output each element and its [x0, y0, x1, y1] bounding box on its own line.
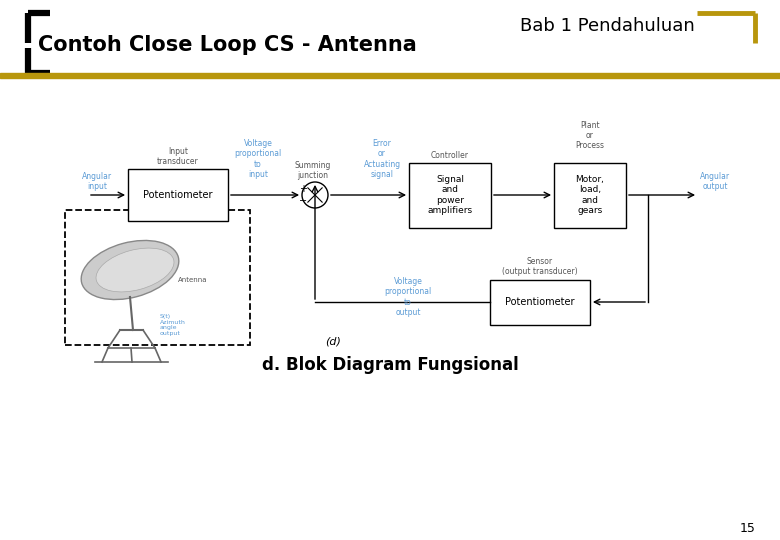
Text: Error
or
Actuating
signal: Error or Actuating signal: [363, 139, 401, 179]
Bar: [554, 163, 626, 227]
Text: 15: 15: [740, 522, 756, 535]
Text: Sensor
(output transducer): Sensor (output transducer): [502, 257, 578, 276]
Text: Bab 1 Pendahuluan: Bab 1 Pendahuluan: [520, 17, 695, 35]
Text: −: −: [299, 196, 307, 206]
Text: Contoh Close Loop CS - Antenna: Contoh Close Loop CS - Antenna: [38, 35, 417, 55]
Text: +: +: [299, 184, 307, 194]
Text: Angular
input: Angular input: [82, 172, 112, 191]
Bar: [65, 210, 250, 345]
Text: (d): (d): [325, 337, 341, 347]
Text: Angular
output: Angular output: [700, 172, 730, 191]
Text: Voltage
proportional
to
output: Voltage proportional to output: [385, 277, 431, 317]
Bar: [409, 163, 491, 227]
Text: Controller: Controller: [431, 151, 469, 159]
Circle shape: [302, 182, 328, 208]
Text: Summing
junction: Summing junction: [295, 160, 331, 180]
Text: S(t)
Azimuth
angle
output: S(t) Azimuth angle output: [160, 314, 186, 336]
Text: d. Blok Diagram Fungsional: d. Blok Diagram Fungsional: [261, 356, 519, 374]
Text: Input
transducer: Input transducer: [157, 146, 199, 166]
Text: Signal
and
power
amplifiers: Signal and power amplifiers: [427, 175, 473, 215]
Text: Plant
or
Process: Plant or Process: [576, 121, 604, 151]
Text: Motor,
load,
and
gears: Motor, load, and gears: [576, 175, 604, 215]
Bar: [0, 73, 780, 78]
Bar: [490, 280, 590, 325]
Text: Potentiometer: Potentiometer: [144, 190, 213, 200]
Ellipse shape: [96, 248, 174, 292]
Ellipse shape: [81, 240, 179, 300]
Bar: [128, 169, 228, 221]
Text: Antenna: Antenna: [178, 277, 207, 283]
Text: Voltage
proportional
to
input: Voltage proportional to input: [234, 139, 282, 179]
Text: Potentiometer: Potentiometer: [505, 297, 575, 307]
